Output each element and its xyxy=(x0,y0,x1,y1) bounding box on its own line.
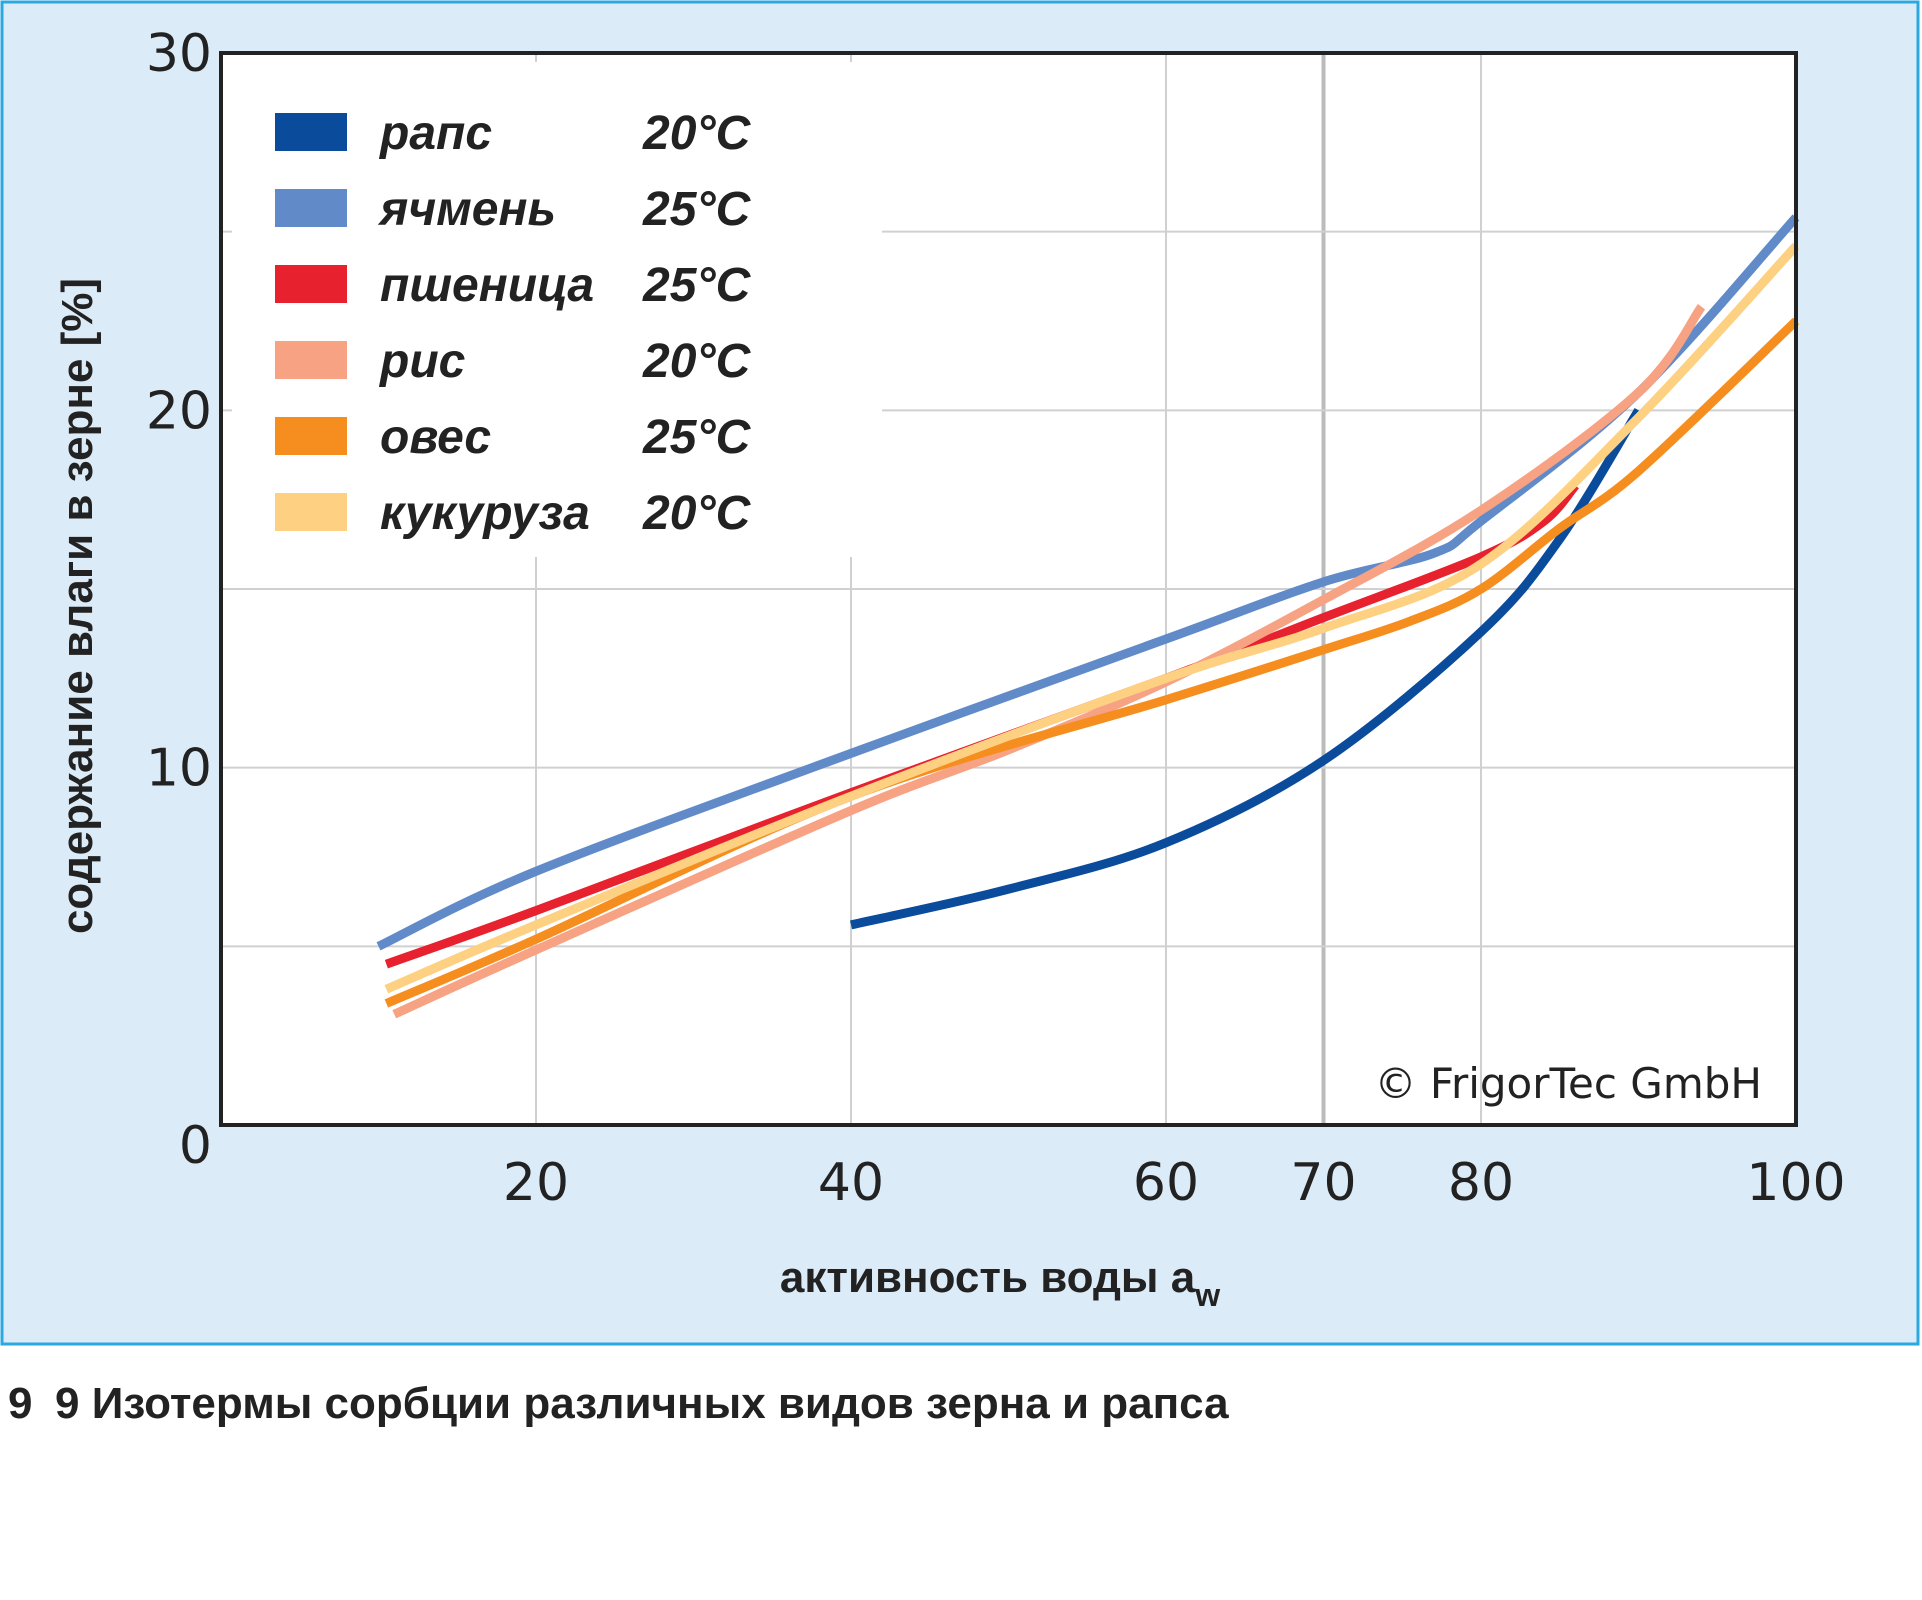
x-axis-title-main: активность воды a xyxy=(780,1253,1196,1302)
x-tick-label: 40 xyxy=(818,1153,884,1213)
x-tick-label: 20 xyxy=(503,1153,569,1213)
legend-label: ячмень xyxy=(377,183,556,236)
x-tick-label: 100 xyxy=(1746,1153,1845,1213)
legend-swatch xyxy=(275,189,347,227)
y-axis-title: содержание влаги в зерне [%] xyxy=(53,278,102,934)
legend-swatch xyxy=(275,265,347,303)
legend-temp: 20°C xyxy=(642,107,752,160)
series-line-4 xyxy=(384,317,1800,1008)
series-line-3 xyxy=(392,304,1706,1019)
y-tick-label: 30 xyxy=(146,24,212,84)
x-axis-title: активность воды aw xyxy=(780,1253,1220,1313)
legend-temp: 25°C xyxy=(642,411,752,464)
y-tick-label: 10 xyxy=(146,739,212,799)
legend-temp: 20°C xyxy=(642,335,752,388)
x-tick-label: 80 xyxy=(1448,1153,1514,1213)
legend-label: овес xyxy=(380,411,491,464)
legend-label: кукуруза xyxy=(380,487,590,540)
legend-swatch xyxy=(275,341,347,379)
legend-temp: 20°C xyxy=(642,487,752,540)
x-tick-label: 60 xyxy=(1133,1153,1199,1213)
series-line-0 xyxy=(850,407,1643,930)
caption-number: 9 xyxy=(8,1379,32,1428)
legend-temp: 25°C xyxy=(642,183,752,236)
legend-label: рис xyxy=(378,335,465,388)
plot-frame xyxy=(219,51,1798,1127)
y-tick-label: 20 xyxy=(146,381,212,441)
legend-temp: 25°C xyxy=(642,259,752,312)
legend-label: рапс xyxy=(378,107,492,160)
series-line-5 xyxy=(384,242,1800,994)
legend-swatch xyxy=(275,417,347,455)
legend-swatch xyxy=(275,113,347,151)
legend-swatch xyxy=(275,493,347,531)
copyright: © FrigorTec GmbH xyxy=(1374,1059,1762,1108)
legend-label: пшеница xyxy=(380,259,594,312)
x-axis-title-sub: w xyxy=(1194,1277,1220,1313)
x-tick-label: 70 xyxy=(1290,1153,1356,1213)
y-tick-label: 0 xyxy=(179,1116,212,1176)
caption-text: 9 Изотермы сорбции различных видов зерна… xyxy=(55,1379,1229,1428)
